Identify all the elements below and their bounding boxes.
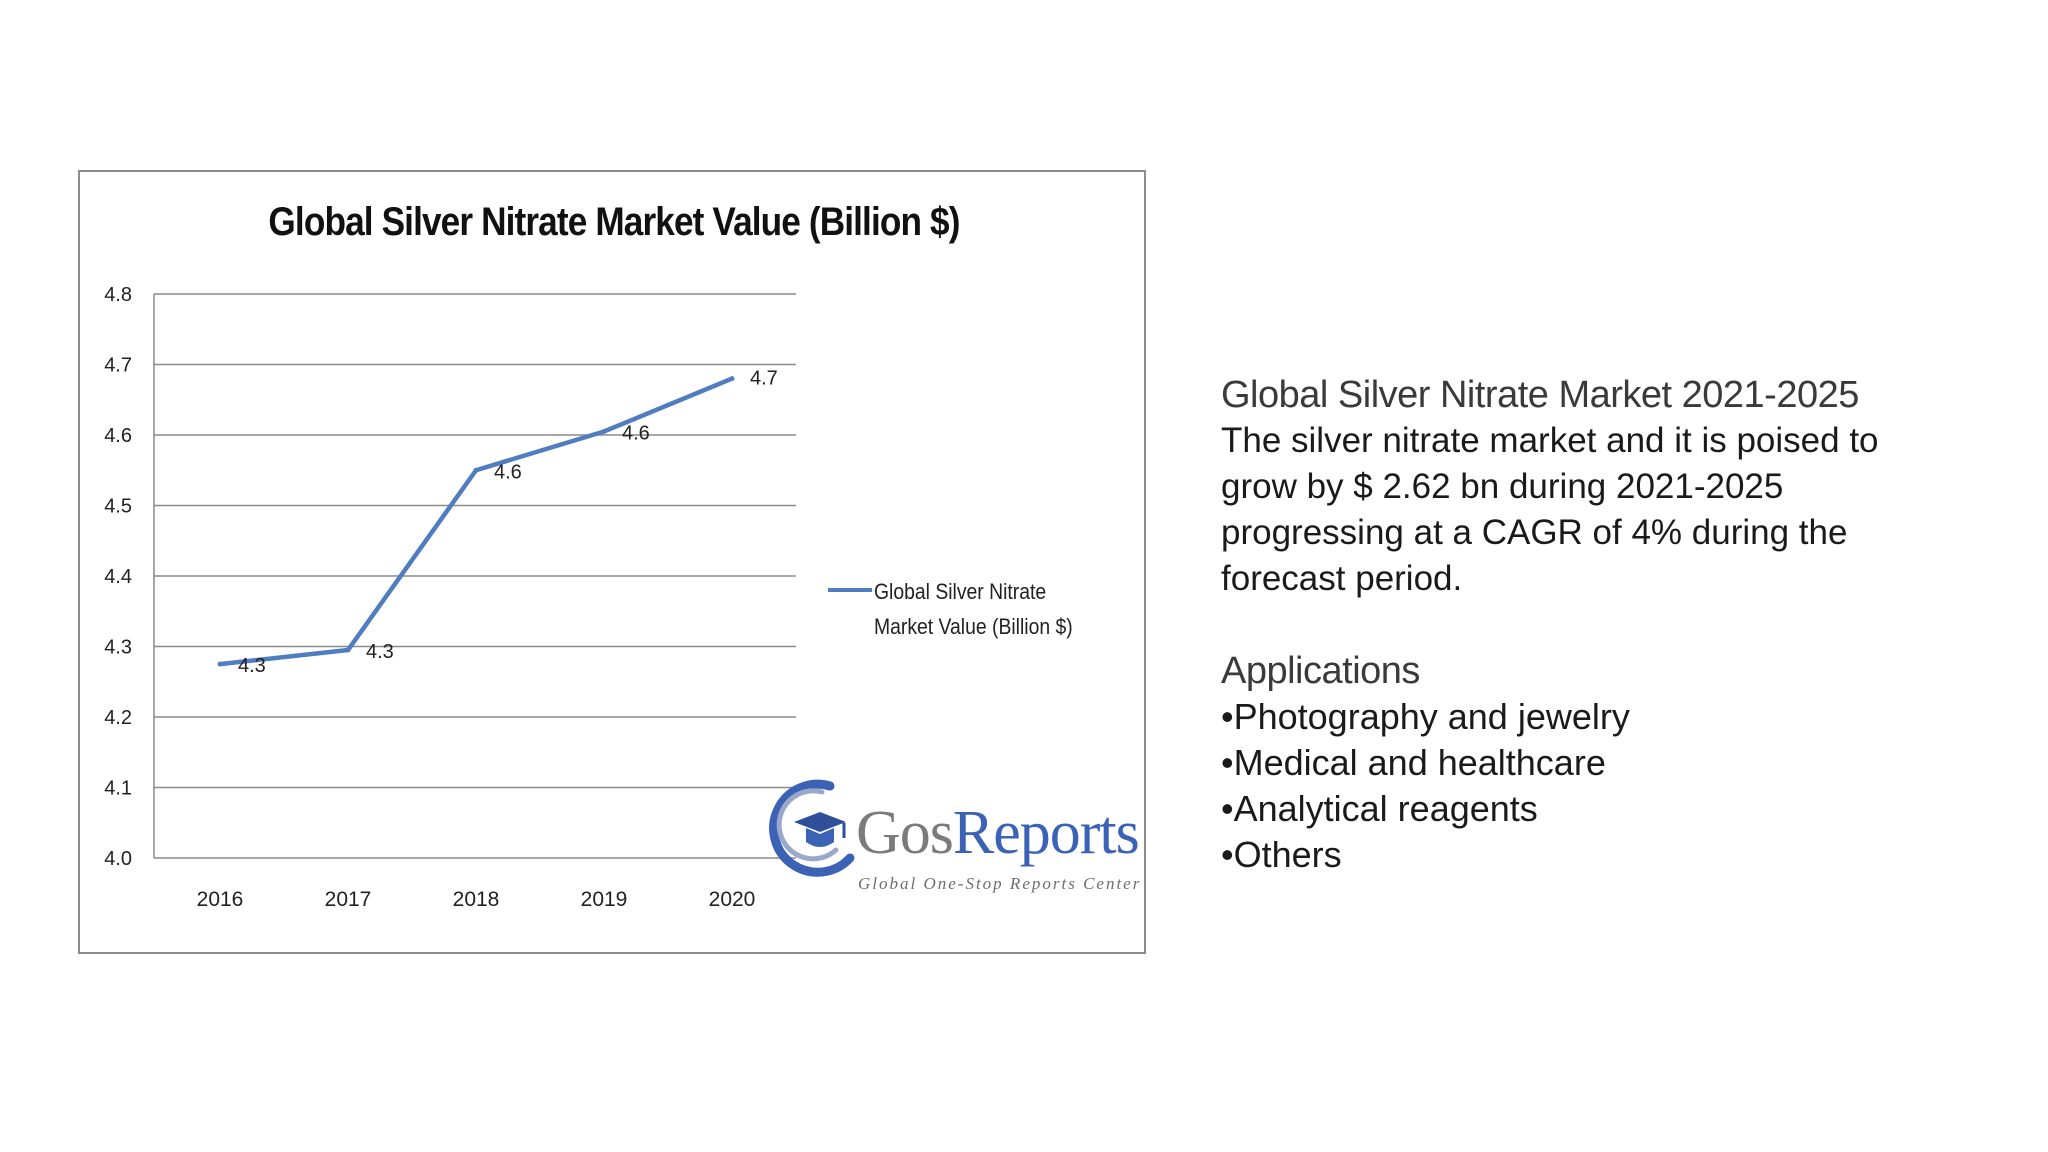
application-item: •Photography and jewelry <box>1221 696 1630 737</box>
spacer <box>1221 602 1981 648</box>
x-tick-label: 2020 <box>709 888 756 911</box>
applications-heading: Applications <box>1221 650 1420 692</box>
y-tick-label: 4.8 <box>104 284 132 306</box>
data-point <box>729 376 735 382</box>
legend-label: Global Silver Nitrate Market Value (Bill… <box>874 579 1073 639</box>
application-item: •Analytical reagents <box>1221 788 1538 829</box>
y-tick-label: 4.3 <box>104 637 132 659</box>
data-label: 4.7 <box>750 368 778 390</box>
application-item: •Medical and healthcare <box>1221 742 1606 783</box>
chart-legend: Global Silver Nitrate Market Value (Bill… <box>828 574 1134 644</box>
market-heading: Global Silver Nitrate Market 2021-2025 <box>1221 374 1859 416</box>
y-tick-label: 4.2 <box>104 707 132 729</box>
data-point <box>473 467 479 473</box>
data-label: 4.6 <box>622 422 650 444</box>
data-point <box>345 647 351 653</box>
x-tick-label: 2018 <box>453 888 500 911</box>
logo-text-part2: Reports <box>952 799 1140 867</box>
applications-list: •Photography and jewelry •Medical and he… <box>1221 694 1981 878</box>
data-point <box>601 428 607 434</box>
description-line-2: grow by $ 2.62 bn during 2021-2025 <box>1221 467 1784 506</box>
data-point <box>217 661 223 667</box>
y-tick-label: 4.1 <box>104 778 132 800</box>
description-line-4: forecast period. <box>1221 559 1463 598</box>
x-tick-label: 2017 <box>325 888 372 911</box>
series-line <box>217 376 735 667</box>
y-tick-label: 4.6 <box>104 425 132 447</box>
gosreports-logo-mark-icon <box>769 779 855 877</box>
y-tick-label: 4.4 <box>104 566 132 588</box>
line-chart: 4.0 4.1 4.2 4.3 4.4 4.5 4.6 4.7 4.8 2016 2017 2018 2… <box>104 284 796 911</box>
chart-title: Global Silver Nitrate Market Value (Bill… <box>268 200 960 244</box>
gosreports-logo: GosReports Global One-Stop Reports Cente… <box>764 772 1140 912</box>
description-line-1: The silver nitrate market and it is pois… <box>1221 421 1879 460</box>
y-tick-label: 4.7 <box>104 355 132 377</box>
gosreports-logo-text: GosReports <box>856 799 1140 867</box>
y-tick-label: 4.5 <box>104 496 132 518</box>
x-tick-label: 2019 <box>581 888 628 911</box>
application-item: •Others <box>1221 834 1342 875</box>
info-panel: Global Silver Nitrate Market 2021-2025 T… <box>1221 372 1981 878</box>
chart-container: 4.0 4.1 4.2 4.3 4.4 4.5 4.6 4.7 4.8 2016 2017 2018 2… <box>78 170 1146 954</box>
description-line-3: progressing at a CAGR of 4% during the <box>1221 513 1848 552</box>
data-label: 4.3 <box>366 641 394 663</box>
data-label: 4.6 <box>494 461 522 483</box>
gosreports-tagline: Global One-Stop Reports Center <box>858 874 1142 893</box>
x-tick-label: 2016 <box>197 888 244 911</box>
logo-text-part1: Gos <box>856 799 954 867</box>
data-label: 4.3 <box>238 655 266 677</box>
legend-line-swatch <box>828 588 872 592</box>
y-tick-label: 4.0 <box>104 848 132 870</box>
